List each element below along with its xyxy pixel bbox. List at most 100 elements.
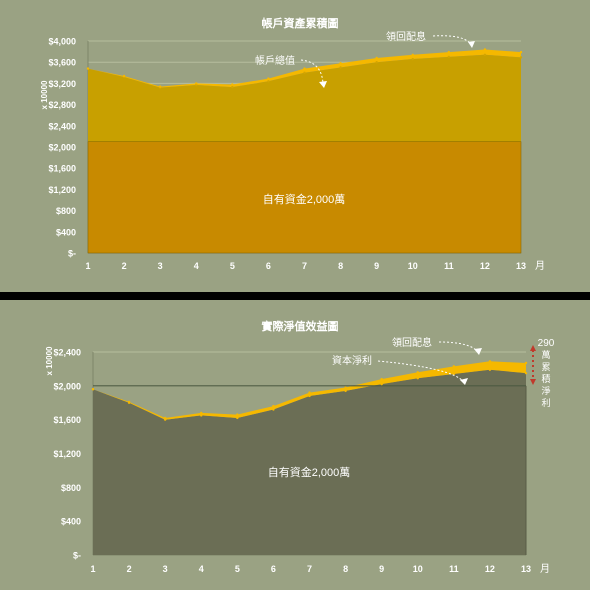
data-point-account	[483, 53, 487, 56]
callout-arrowhead-dividend	[474, 348, 482, 355]
x-tick-label: 7	[307, 564, 312, 574]
data-point-net	[416, 377, 419, 380]
x-tick-label: 13	[516, 261, 526, 271]
x-tick-label: 4	[199, 564, 204, 574]
x-tick-label: 5	[230, 261, 235, 271]
x-tick-label: 9	[379, 564, 384, 574]
data-point-net	[163, 418, 167, 421]
data-point-dividend	[488, 360, 492, 363]
data-point-dividend	[308, 391, 311, 394]
callout-dividend: 領回配息	[386, 30, 426, 43]
x-tick-label: 6	[266, 261, 271, 271]
callout-arrowhead-capital	[460, 378, 468, 385]
x-tick-label: 6	[271, 564, 276, 574]
y-tick-label: $2,400	[48, 121, 76, 131]
chart-panel-net: $- $400 $800 $1,200 $1,600 $2,000 $2,400 1 2 3 4 5 6…	[0, 300, 590, 590]
data-point-dividend	[122, 74, 126, 78]
x-tick-label: 1	[85, 261, 90, 271]
callout-arrow-dividend	[438, 341, 479, 353]
callout-arrowhead-account	[319, 81, 327, 88]
callout-arrow-account	[300, 59, 324, 85]
data-point-net	[380, 382, 383, 386]
x-tick-label: 8	[343, 564, 348, 574]
y-axis-label: x 10000	[45, 346, 54, 375]
x-tick-label: 10	[408, 261, 418, 271]
data-point-net	[236, 416, 239, 420]
data-point-dividend	[86, 67, 90, 70]
data-point-dividend	[158, 85, 162, 88]
data-point-account	[411, 57, 414, 61]
x-tick-label: 11	[444, 261, 454, 271]
data-point-net	[200, 414, 203, 417]
y-tick-label: $2,800	[48, 100, 76, 110]
own-capital-label: 自有資金2,000萬	[268, 465, 351, 479]
x-tick-label: 9	[374, 261, 379, 271]
own-capital-label: 自有資金2,000萬	[263, 192, 346, 206]
x-tick-label: 3	[163, 564, 168, 574]
x-tick-label: 12	[480, 261, 490, 271]
side-text-char: 萬	[541, 349, 550, 360]
chart-panel-account: $- $400 $800 $1,200 $1,600 $2,000 $2,400 $2,800…	[0, 0, 590, 292]
data-point-net	[272, 408, 275, 411]
y-tick-label: $1,200	[53, 449, 81, 459]
data-point-dividend	[236, 413, 239, 416]
data-point-dividend	[303, 67, 306, 70]
side-arrowhead-down	[530, 379, 536, 385]
side-text-char: 淨	[541, 385, 550, 396]
data-point-account	[267, 80, 270, 83]
x-tick-label: 4	[194, 261, 199, 271]
data-point-dividend	[272, 404, 275, 408]
data-point-net	[344, 389, 347, 393]
data-point-dividend	[483, 48, 487, 51]
x-tick-label: 12	[485, 564, 495, 574]
data-point-dividend	[231, 83, 234, 86]
data-point-dividend	[91, 388, 95, 391]
side-text-char: 積	[541, 373, 550, 384]
account-chart: $- $400 $800 $1,200 $1,600 $2,000 $2,400 $2,800…	[40, 16, 545, 272]
x-tick-label: 10	[413, 564, 423, 574]
y-tick-label: $3,600	[48, 58, 76, 68]
y-tick-label: $800	[56, 206, 76, 216]
y-tick-label: $-	[73, 551, 81, 561]
y-tick-label: $1,600	[48, 164, 76, 174]
data-point-dividend	[447, 50, 451, 54]
y-tick-label: $1,200	[48, 185, 76, 195]
x-tick-label: 1	[90, 564, 95, 574]
data-point-dividend	[339, 62, 342, 65]
side-text-char: 利	[541, 397, 550, 408]
series-area-dividend	[93, 361, 526, 420]
series-area-net	[93, 369, 526, 555]
callout-arrow-capital	[377, 360, 465, 383]
y-tick-label: $400	[61, 517, 81, 527]
data-point-dividend	[163, 416, 167, 420]
data-point-account	[231, 85, 234, 89]
side-value: 290	[538, 338, 555, 349]
series-area-own-capital	[87, 141, 522, 254]
net-value-chart: $- $400 $800 $1,200 $1,600 $2,000 $2,400 1 2 3 4 5 6…	[45, 319, 555, 575]
x-unit-label: 月	[540, 563, 550, 575]
callout-arrowhead-dividend	[468, 41, 475, 48]
y-tick-label: $2,000	[53, 381, 81, 391]
y-axis-label: x 10000	[40, 80, 49, 109]
series-area-dividend	[88, 49, 521, 88]
x-tick-label: 8	[338, 261, 343, 271]
data-point-net	[308, 394, 311, 398]
data-point-dividend	[344, 386, 347, 389]
callout-dividend: 領回配息	[392, 336, 432, 349]
y-tick-label: $2,400	[53, 348, 81, 358]
data-point-dividend	[411, 53, 414, 56]
y-tick-label: $-	[68, 249, 76, 259]
data-point-dividend	[375, 56, 378, 60]
y-tick-label: $1,600	[53, 415, 81, 425]
x-tick-label: 5	[235, 564, 240, 574]
x-tick-label: 13	[521, 564, 531, 574]
data-point-dividend	[195, 82, 198, 85]
data-point-dividend	[200, 411, 203, 415]
data-point-net	[488, 368, 492, 371]
data-point-dividend	[416, 371, 419, 374]
data-point-dividend	[267, 77, 270, 80]
x-tick-label: 3	[158, 261, 163, 271]
data-point-account	[375, 61, 378, 64]
y-tick-label: $800	[61, 483, 81, 493]
data-point-net	[524, 371, 528, 375]
